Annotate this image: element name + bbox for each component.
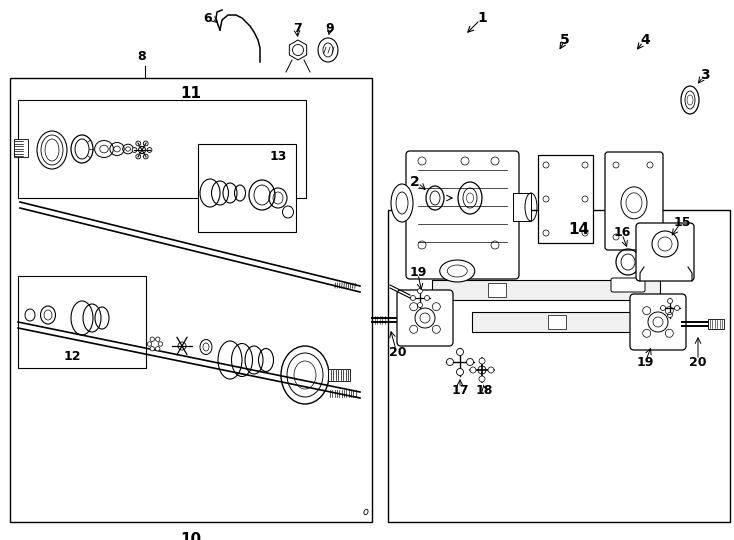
Text: 7: 7 (293, 22, 302, 35)
Circle shape (675, 306, 680, 310)
Circle shape (661, 306, 666, 310)
Text: 12: 12 (63, 349, 81, 362)
Circle shape (457, 368, 463, 375)
Circle shape (470, 367, 476, 373)
Circle shape (136, 141, 141, 146)
Circle shape (479, 358, 485, 364)
Text: 2: 2 (410, 175, 420, 189)
Text: 5: 5 (560, 33, 570, 47)
Circle shape (446, 359, 454, 366)
FancyBboxPatch shape (611, 278, 645, 292)
Circle shape (479, 376, 485, 382)
Bar (328, 369, 350, 381)
Text: o: o (363, 507, 369, 517)
Text: 10: 10 (181, 532, 202, 540)
Circle shape (159, 342, 163, 346)
Circle shape (410, 295, 415, 300)
Text: 15: 15 (673, 215, 691, 228)
Bar (548, 315, 566, 329)
FancyBboxPatch shape (406, 151, 519, 279)
Circle shape (156, 337, 160, 341)
Bar (472, 312, 672, 332)
Circle shape (424, 295, 429, 300)
Bar (14, 139, 28, 157)
Circle shape (148, 342, 152, 346)
Text: 20: 20 (689, 355, 707, 368)
Text: 16: 16 (614, 226, 631, 239)
Circle shape (418, 288, 423, 294)
Circle shape (667, 313, 672, 318)
Bar (18, 276, 146, 368)
Circle shape (143, 141, 148, 146)
Bar (513, 193, 531, 221)
Text: 17: 17 (451, 383, 469, 396)
Text: 4: 4 (640, 33, 650, 47)
Text: 3: 3 (700, 68, 710, 82)
Text: 9: 9 (326, 22, 334, 35)
Bar (10, 78, 372, 522)
Text: 13: 13 (269, 150, 287, 163)
Circle shape (132, 147, 137, 152)
Ellipse shape (391, 184, 413, 222)
Circle shape (667, 299, 672, 303)
Circle shape (143, 154, 148, 159)
FancyBboxPatch shape (636, 223, 694, 281)
Bar (18, 100, 306, 198)
Text: 19: 19 (636, 355, 654, 368)
Ellipse shape (440, 260, 475, 282)
Circle shape (418, 302, 423, 307)
Bar (708, 319, 724, 329)
Circle shape (136, 154, 141, 159)
Bar (388, 210, 730, 522)
FancyBboxPatch shape (397, 290, 453, 346)
Text: 6: 6 (204, 11, 212, 24)
Circle shape (457, 348, 463, 355)
FancyBboxPatch shape (605, 152, 663, 250)
Text: 19: 19 (410, 266, 426, 279)
Text: 20: 20 (389, 346, 407, 359)
Text: 14: 14 (568, 222, 589, 237)
Bar (198, 144, 296, 232)
Text: 11: 11 (181, 86, 202, 101)
Bar (432, 280, 660, 300)
Bar (488, 283, 506, 297)
Circle shape (150, 347, 154, 351)
FancyBboxPatch shape (630, 294, 686, 350)
Text: 18: 18 (476, 383, 493, 396)
Circle shape (467, 359, 473, 366)
Bar (538, 155, 593, 243)
Text: 1: 1 (477, 11, 487, 25)
Circle shape (147, 147, 152, 152)
Circle shape (150, 337, 154, 341)
Text: 8: 8 (138, 50, 146, 63)
Circle shape (488, 367, 494, 373)
Circle shape (156, 347, 160, 351)
